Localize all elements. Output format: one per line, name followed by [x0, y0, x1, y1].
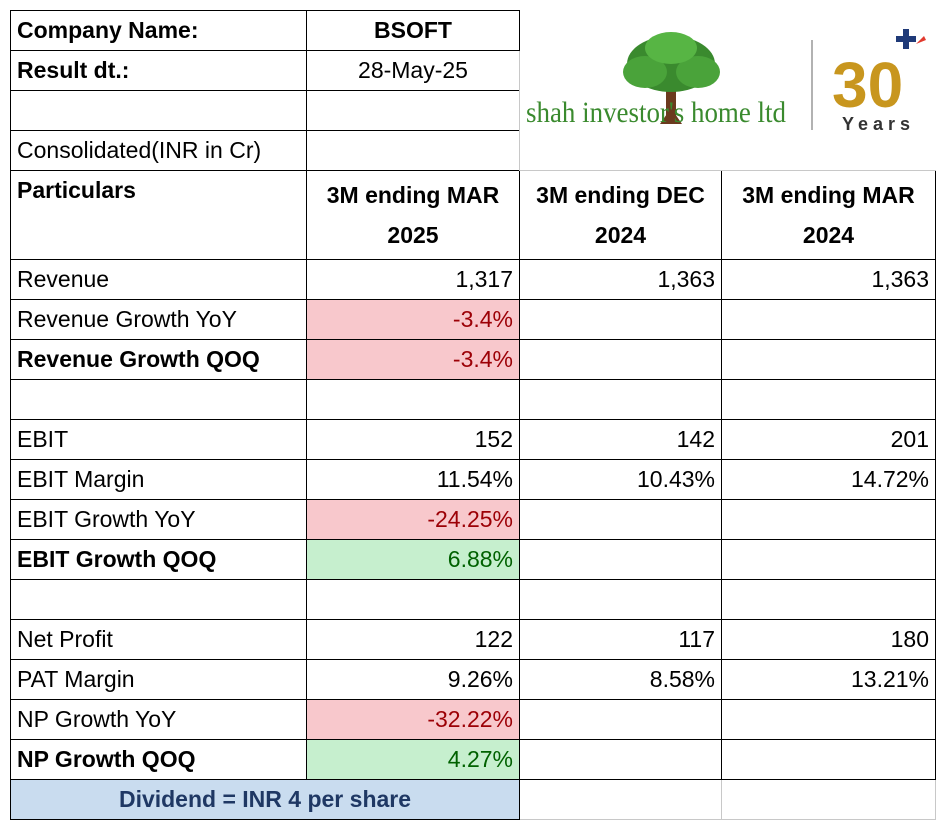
spacer-cell	[306, 379, 520, 420]
cell-c1: 152	[306, 419, 520, 460]
row-label: EBIT Growth YoY	[10, 499, 307, 540]
row-label: NP Growth QOQ	[10, 739, 307, 780]
spacer-cell	[519, 579, 722, 620]
row-label: Revenue Growth QOQ	[10, 339, 307, 380]
col-header-mar-2024: 3M ending MAR 2024	[721, 170, 936, 260]
cell-c2	[519, 739, 722, 780]
empty-cell	[721, 779, 936, 820]
row-label: NP Growth YoY	[10, 699, 307, 740]
cell-c1: 6.88%	[306, 539, 520, 580]
cell-c1: 122	[306, 619, 520, 660]
empty-cell	[306, 90, 520, 131]
cell-c2	[519, 499, 722, 540]
cell-c2: 142	[519, 419, 722, 460]
cell-c3	[721, 299, 936, 340]
cell-c1: -3.4%	[306, 299, 520, 340]
cell-c3: 201	[721, 419, 936, 460]
cell-c2: 10.43%	[519, 459, 722, 500]
row-label: Revenue Growth YoY	[10, 299, 307, 340]
cell-c2	[519, 339, 722, 380]
result-date-label: Result dt.:	[10, 50, 307, 91]
row-label: Revenue	[10, 259, 307, 300]
row-label: EBIT Margin	[10, 459, 307, 500]
shah-investors-home-logo: shah investor's home ltd 30 Years	[526, 29, 926, 134]
empty-cell	[519, 779, 722, 820]
brand-text: shah investor's home ltd	[526, 96, 786, 129]
cell-c3	[721, 339, 936, 380]
spacer-cell	[721, 379, 936, 420]
cell-c1: 1,317	[306, 259, 520, 300]
results-table: Company Name: BSOFT Result dt.: 28-May-2…	[10, 10, 936, 820]
cell-c1: 9.26%	[306, 659, 520, 700]
row-label: EBIT	[10, 419, 307, 460]
badge-number: 30	[832, 49, 903, 121]
basis-label: Consolidated(INR in Cr)	[10, 130, 307, 171]
company-name-label: Company Name:	[10, 10, 307, 51]
cell-c2	[519, 699, 722, 740]
cell-c3: 1,363	[721, 259, 936, 300]
spacer-cell	[519, 379, 722, 420]
col-header-dec-2024: 3M ending DEC 2024	[519, 170, 722, 260]
tree-icon	[623, 32, 720, 124]
spacer-row	[10, 579, 307, 620]
cell-c2: 1,363	[519, 259, 722, 300]
cell-c1: 4.27%	[306, 739, 520, 780]
row-label: EBIT Growth QOQ	[10, 539, 307, 580]
cell-c2	[519, 539, 722, 580]
logo-cell	[519, 10, 936, 171]
cell-c2	[519, 299, 722, 340]
cell-c3: 13.21%	[721, 659, 936, 700]
spacer-row	[10, 379, 307, 420]
cell-c3	[721, 739, 936, 780]
dividend-banner: Dividend = INR 4 per share	[10, 779, 520, 820]
cell-c3: 14.72%	[721, 459, 936, 500]
cell-c1: -24.25%	[306, 499, 520, 540]
cell-c1: -3.4%	[306, 339, 520, 380]
result-date-value: 28-May-25	[306, 50, 520, 91]
cell-c2: 117	[519, 619, 722, 660]
spacer-cell	[306, 579, 520, 620]
cell-c1: 11.54%	[306, 459, 520, 500]
particulars-header: Particulars	[10, 170, 307, 260]
badge-text: Years	[842, 114, 915, 134]
plus-icon	[896, 29, 926, 49]
cell-c3: 180	[721, 619, 936, 660]
row-label: Net Profit	[10, 619, 307, 660]
company-name-value: BSOFT	[306, 10, 520, 51]
empty-cell	[306, 130, 520, 171]
cell-c3	[721, 539, 936, 580]
cell-c1: -32.22%	[306, 699, 520, 740]
cell-c3	[721, 699, 936, 740]
empty-cell	[10, 90, 307, 131]
col-header-mar-2025: 3M ending MAR 2025	[306, 170, 520, 260]
row-label: PAT Margin	[10, 659, 307, 700]
spacer-cell	[721, 579, 936, 620]
cell-c3	[721, 499, 936, 540]
cell-c2: 8.58%	[519, 659, 722, 700]
